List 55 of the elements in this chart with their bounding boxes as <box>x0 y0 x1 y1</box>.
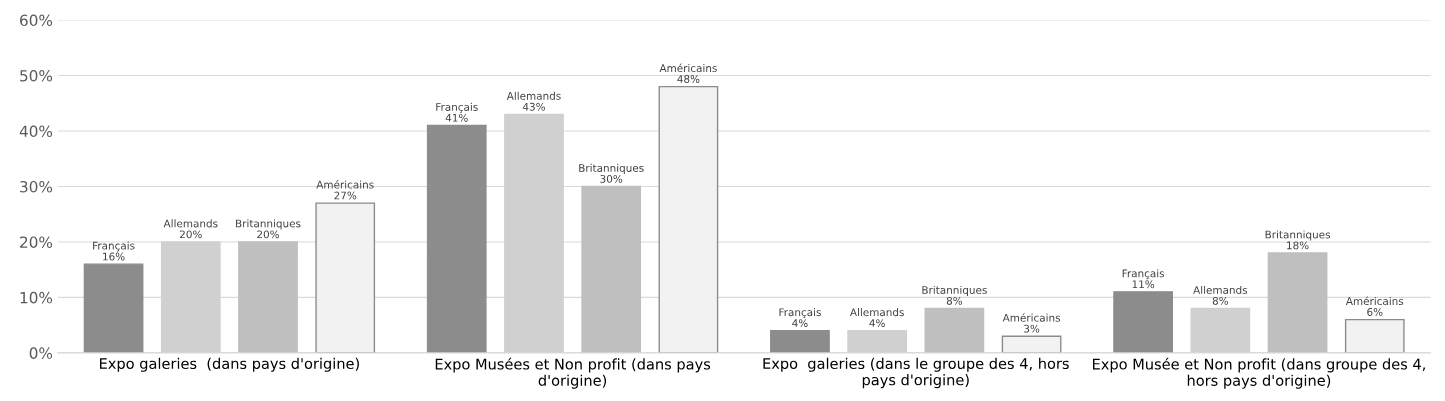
bar <box>1001 335 1062 353</box>
x-tick-label: Expo Musées et Non profit (dans pays d'origine) <box>435 357 711 389</box>
y-tick-label: 40% <box>19 125 53 138</box>
data-label: 43% <box>522 102 545 111</box>
text: Américains <box>659 63 717 73</box>
data-label: 18% <box>1287 241 1309 250</box>
data-label: 4% <box>792 319 808 328</box>
y-tick-label: 0% <box>29 347 53 359</box>
data-label: 3% <box>1024 324 1040 333</box>
series-label: Américains <box>316 180 374 189</box>
data-label: 4% <box>869 319 885 328</box>
y-tick-label: 20% <box>20 236 53 248</box>
text: Français <box>436 102 478 113</box>
data-label: 6% <box>1367 308 1383 316</box>
bar <box>658 85 719 353</box>
text: Britanniques <box>579 163 644 174</box>
bar <box>315 202 376 353</box>
text: Allemands <box>849 308 904 317</box>
bar <box>1344 318 1405 353</box>
text: Allemands <box>163 219 218 228</box>
text: Français <box>93 241 135 252</box>
text: Français <box>1122 269 1165 280</box>
text: Américains <box>1345 296 1404 306</box>
bar <box>770 329 830 353</box>
bar <box>924 307 985 353</box>
bar <box>581 185 642 353</box>
data-label: 20% <box>179 230 202 239</box>
bar <box>1267 252 1328 353</box>
data-label: 20% <box>257 230 279 239</box>
data-label: 8% <box>1212 296 1229 305</box>
data-label: 48% <box>677 75 700 83</box>
data-label: 16% <box>103 252 125 261</box>
bar <box>238 241 298 353</box>
series-label: Français <box>779 308 821 318</box>
y-tick-label: 30% <box>20 180 53 193</box>
data-label: 30% <box>600 174 623 183</box>
data-label: 27% <box>334 191 357 200</box>
data-label: 11% <box>1132 280 1155 289</box>
x-tick-label: Expo Musée et Non profit (dans groupe des 4, hors pays d'origine) <box>1093 357 1425 389</box>
series-label: Allemands <box>506 91 561 100</box>
data-label: 41% <box>445 113 468 122</box>
y-tick-label: 50% <box>20 69 53 82</box>
y-tick-label: 60% <box>20 14 53 27</box>
series-label: Britanniques <box>922 285 987 296</box>
data-label: 8% <box>946 296 963 305</box>
bar <box>426 124 487 353</box>
x-tick-label: Expo galeries (dans le groupe des 4, hors pays d'origine) <box>763 357 1069 389</box>
bar <box>1113 291 1173 353</box>
text: Britanniques <box>1265 230 1331 241</box>
bar <box>83 263 144 353</box>
x-tick-label: Expo galeries (dans pays d'origine) <box>100 357 359 372</box>
text: Britanniques <box>236 219 301 230</box>
text: Américains <box>1002 313 1061 322</box>
text: Allemands <box>1193 285 1248 294</box>
y-tick-label: 10% <box>20 291 53 304</box>
